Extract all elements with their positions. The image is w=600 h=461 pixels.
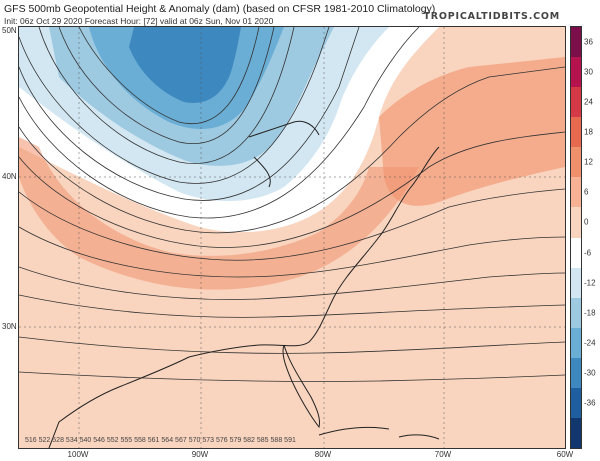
colorbar-segment [571, 147, 581, 178]
coastlines [48, 120, 440, 448]
contour-label: 522 [38, 437, 51, 444]
map-subtitle: Init: 06z Oct 29 2020 Forecast Hour: [72… [4, 16, 274, 26]
colorbar-segment [571, 357, 581, 389]
lon-label-80w: 80W [314, 450, 332, 459]
colorbar-tick-label: -30 [584, 368, 596, 378]
contour-label: 585 [256, 437, 269, 444]
contour-label: 555 [120, 437, 133, 444]
graticule [19, 27, 565, 448]
lon-label-100w: 100W [67, 450, 89, 459]
height-contours [19, 27, 565, 382]
colorbar-segment [571, 387, 581, 419]
lon-label-70w: 70W [434, 450, 452, 459]
lat-label-40n: 40N [2, 172, 17, 181]
contour-label-list: 516 522 528 534 540 546 552 555 558 561 … [25, 437, 559, 444]
contour-label: 516 [25, 437, 37, 444]
colorbar-tick-label: 24 [584, 97, 593, 107]
contour-label: 528 [52, 437, 64, 444]
contour-label: 588 [270, 437, 283, 444]
colorbar-tick-label: -6 [584, 248, 592, 258]
contour-label: 534 [65, 437, 78, 444]
colorbar-segment [571, 117, 581, 148]
colorbar-tick-label: -18 [584, 308, 596, 318]
colorbar-tick-label: 12 [584, 157, 593, 167]
contour-label: 552 [106, 437, 119, 444]
colorbar-tick-label: 36 [584, 37, 593, 47]
colorbar-segment [571, 27, 581, 58]
colorbar-tick-label: 6 [584, 187, 589, 197]
colorbar-tick-label: 30 [584, 67, 593, 77]
colorbar-segment [571, 327, 581, 359]
colorbar-tick-label: -12 [584, 278, 596, 288]
colorbar-segment [571, 57, 581, 88]
contour-label: 576 [215, 437, 228, 444]
core-negative-region [129, 27, 241, 103]
map-title: GFS 500mb Geopotential Height & Anomaly … [4, 3, 436, 15]
colorbar-tick-label: -36 [584, 398, 596, 408]
lon-label-60w: 60W [556, 450, 574, 459]
contour-label: 582 [243, 437, 255, 444]
colorbar-tick-label: -24 [584, 338, 596, 348]
colorbar-tick-label: 0 [584, 217, 589, 227]
colorbar-segment [571, 417, 581, 449]
map-canvas [19, 27, 565, 448]
contour-label: 570 [188, 437, 201, 444]
colorbar-segment [571, 267, 581, 299]
contour-label: 558 [134, 437, 146, 444]
brand-logo: TROPICALTIDBITS.COM [423, 11, 560, 22]
lat-label-50n: 50N [2, 26, 17, 35]
lat-label-30n: 30N [2, 322, 17, 331]
positive-anomaly-band [19, 137, 419, 290]
colorbar-segment [571, 87, 581, 118]
contour-label: 564 [161, 437, 174, 444]
colorbar-segment [571, 297, 581, 329]
colorbar-tick-label: 18 [584, 127, 593, 137]
colorbar-segment [571, 177, 581, 208]
lon-label-90w: 90W [191, 450, 209, 459]
contour-label: 579 [229, 437, 242, 444]
contour-label: 567 [175, 437, 187, 444]
contour-label: 573 [202, 437, 215, 444]
contour-label: 591 [284, 437, 296, 444]
contour-label: 546 [93, 437, 105, 444]
atlantic-positive-region [379, 57, 565, 206]
contour-label: 540 [79, 437, 92, 444]
anomaly-map: 516 522 528 534 540 546 552 555 558 561 … [18, 26, 566, 449]
colorbar-segment [571, 207, 581, 238]
colorbar-segment [571, 237, 581, 269]
anomaly-colorbar [570, 26, 582, 449]
contour-label: 561 [147, 437, 160, 444]
